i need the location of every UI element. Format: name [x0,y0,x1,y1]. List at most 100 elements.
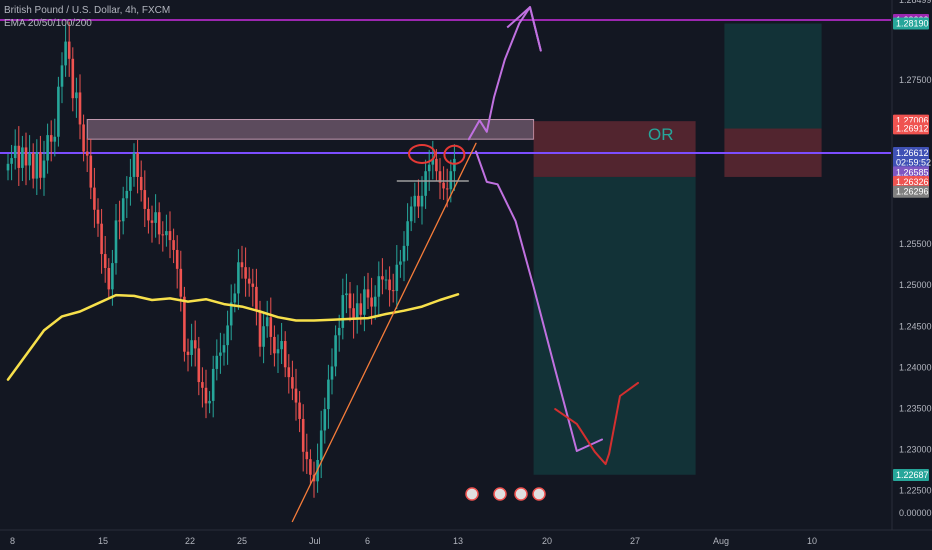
candle-body [233,293,237,303]
candle-body [49,135,53,142]
candle-body [67,41,71,59]
candle-body [129,176,132,191]
x-tick-label: 22 [185,536,195,546]
x-tick-label: 10 [807,536,817,546]
event-marker [532,487,546,501]
candle-body [197,348,201,383]
candle-body [179,268,183,297]
candle-body [172,240,175,250]
y-tick-label: 0.00000 [899,508,932,518]
price-tag-label: 1.26912 [896,123,929,133]
supply-zone [86,119,535,140]
bearish-path-line [475,150,603,452]
candle-body [237,262,240,294]
candle-body [17,145,21,168]
candle-body [53,136,57,142]
candle-body [93,187,96,210]
y-tick-label: 1.24500 [899,321,932,331]
candle-body [31,153,35,179]
candle-body [381,276,384,280]
event-marks-layer [465,487,546,501]
x-tick-label: Jul [309,536,321,546]
candle-body [132,153,136,177]
price-tag-label: 1.27006 [896,116,929,126]
candle-body [327,379,330,410]
candle-body [359,303,363,315]
candle-body [319,430,323,460]
candle-body [388,279,391,291]
candle-body [283,341,287,368]
candle-body [39,152,42,178]
candles-layer [6,21,456,498]
candle-body [89,155,93,188]
candle-body [143,190,147,209]
or-annotation: OR [648,125,674,144]
candle-body [309,459,312,475]
y-tick-label: 1.22500 [899,485,932,495]
candle-body [82,124,85,152]
zones-layer [86,23,822,475]
candle-body [6,163,10,171]
candle-body [103,254,107,269]
candle-body [255,286,258,311]
candle-body [442,182,445,189]
candle-body [201,382,204,388]
candle-body [273,336,276,354]
price-tag [893,156,929,169]
candle-body [355,303,359,319]
candle-body [100,223,103,255]
price-tag [893,17,929,30]
x-tick-label: 13 [453,536,463,546]
candle-body [229,302,233,326]
long-target-zone [724,23,822,129]
candle-body [57,86,60,137]
y-tick-label-top: 1.28499 [899,0,932,5]
candle-body [24,147,28,166]
candle-body [150,220,154,223]
candle-body [136,153,139,177]
candle-body [165,231,168,236]
red-circle [408,143,436,164]
red-circle [443,144,466,165]
price-axis-panel [892,0,932,550]
candle-body [244,267,247,279]
candle-body [186,351,190,355]
price-tag [893,146,929,159]
candle-body [334,335,337,367]
candle-body [330,366,334,380]
candle-body [276,349,280,354]
candle-body [204,387,208,404]
candle-body [208,400,211,404]
candle-body [384,279,388,281]
candle-body [395,264,399,291]
indicator-label: EMA 20/50/100/200 [4,18,92,29]
price-tag-label: 1.26296 [896,187,929,197]
candle-body [348,293,352,309]
candle-body [251,283,255,287]
candle-body [370,297,373,307]
candle-body [337,327,341,336]
candle-body [154,212,157,223]
y-tick-label: 1.25000 [899,280,932,290]
candle-body [168,231,172,241]
candle-body [399,261,402,265]
candle-body [64,41,67,66]
candle-body [287,367,291,378]
price-tag [893,122,929,135]
candle-body [28,153,31,166]
candle-body [265,317,269,327]
price-tag-label: 1.26585 [896,167,929,177]
candle-body [301,418,305,452]
event-marker [514,487,528,501]
candle-body [453,158,456,172]
candle-body [60,65,64,87]
candle-body [363,289,366,315]
candle-body [118,220,121,222]
candle-body [247,278,251,284]
price-tag-label: 1.26612 [896,148,929,158]
candle-body [222,345,226,353]
candle-body [424,171,427,196]
candle-body [161,234,165,236]
candle-body [258,310,262,347]
